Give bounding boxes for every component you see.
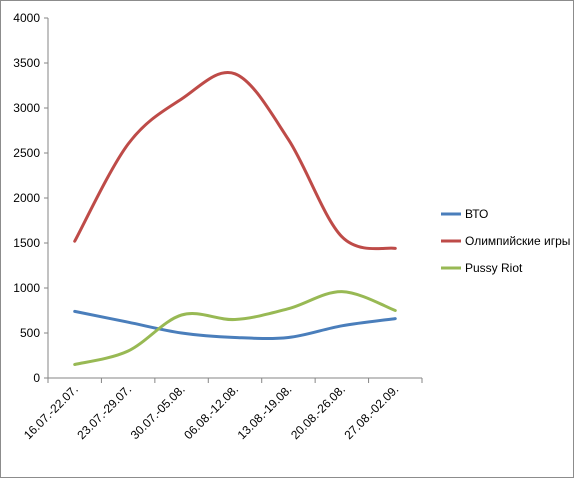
x-tick-label: 23.07.-29.07. (74, 382, 134, 442)
legend-label: Олимпийские игры (465, 234, 570, 248)
x-tick-label: 13.08.-19.08. (235, 382, 295, 442)
y-tick-label: 1000 (13, 281, 40, 295)
x-tick-label: 27.08.-02.09. (341, 382, 401, 442)
y-tick-label: 2500 (13, 146, 40, 160)
series-line-2 (73, 290, 397, 366)
axes (47, 18, 422, 379)
x-tick-label: 20.08.-26.08. (288, 382, 348, 442)
y-tick-label: 3500 (13, 56, 40, 70)
y-tick-label: 2000 (13, 191, 40, 205)
series-line-0 (73, 309, 397, 341)
y-tick-label: 4000 (13, 11, 40, 25)
legend-label: ВТО (465, 207, 488, 221)
legend-label: Pussy Riot (465, 261, 523, 275)
legend: ВТО Олимпийские игры Pussy Riot (441, 207, 570, 275)
x-tick-label: 16.07.-22.07. (21, 382, 81, 442)
x-axis-ticks: 16.07.-22.07.23.07.-29.07.30.07.-05.08.0… (21, 378, 423, 442)
y-tick-label: 500 (20, 326, 40, 340)
y-tick-label: 3000 (13, 101, 40, 115)
series-line-1 (73, 71, 397, 251)
series-lines (73, 71, 397, 366)
y-tick-label: 1500 (13, 236, 40, 250)
x-tick-label: 06.08.-12.08. (181, 382, 241, 442)
y-axis-ticks: 0 500 1000 1500 2000 2500 3000 3500 4000 (13, 11, 48, 385)
x-tick-label: 30.07.-05.08. (128, 382, 188, 442)
y-tick-label: 0 (33, 371, 40, 385)
